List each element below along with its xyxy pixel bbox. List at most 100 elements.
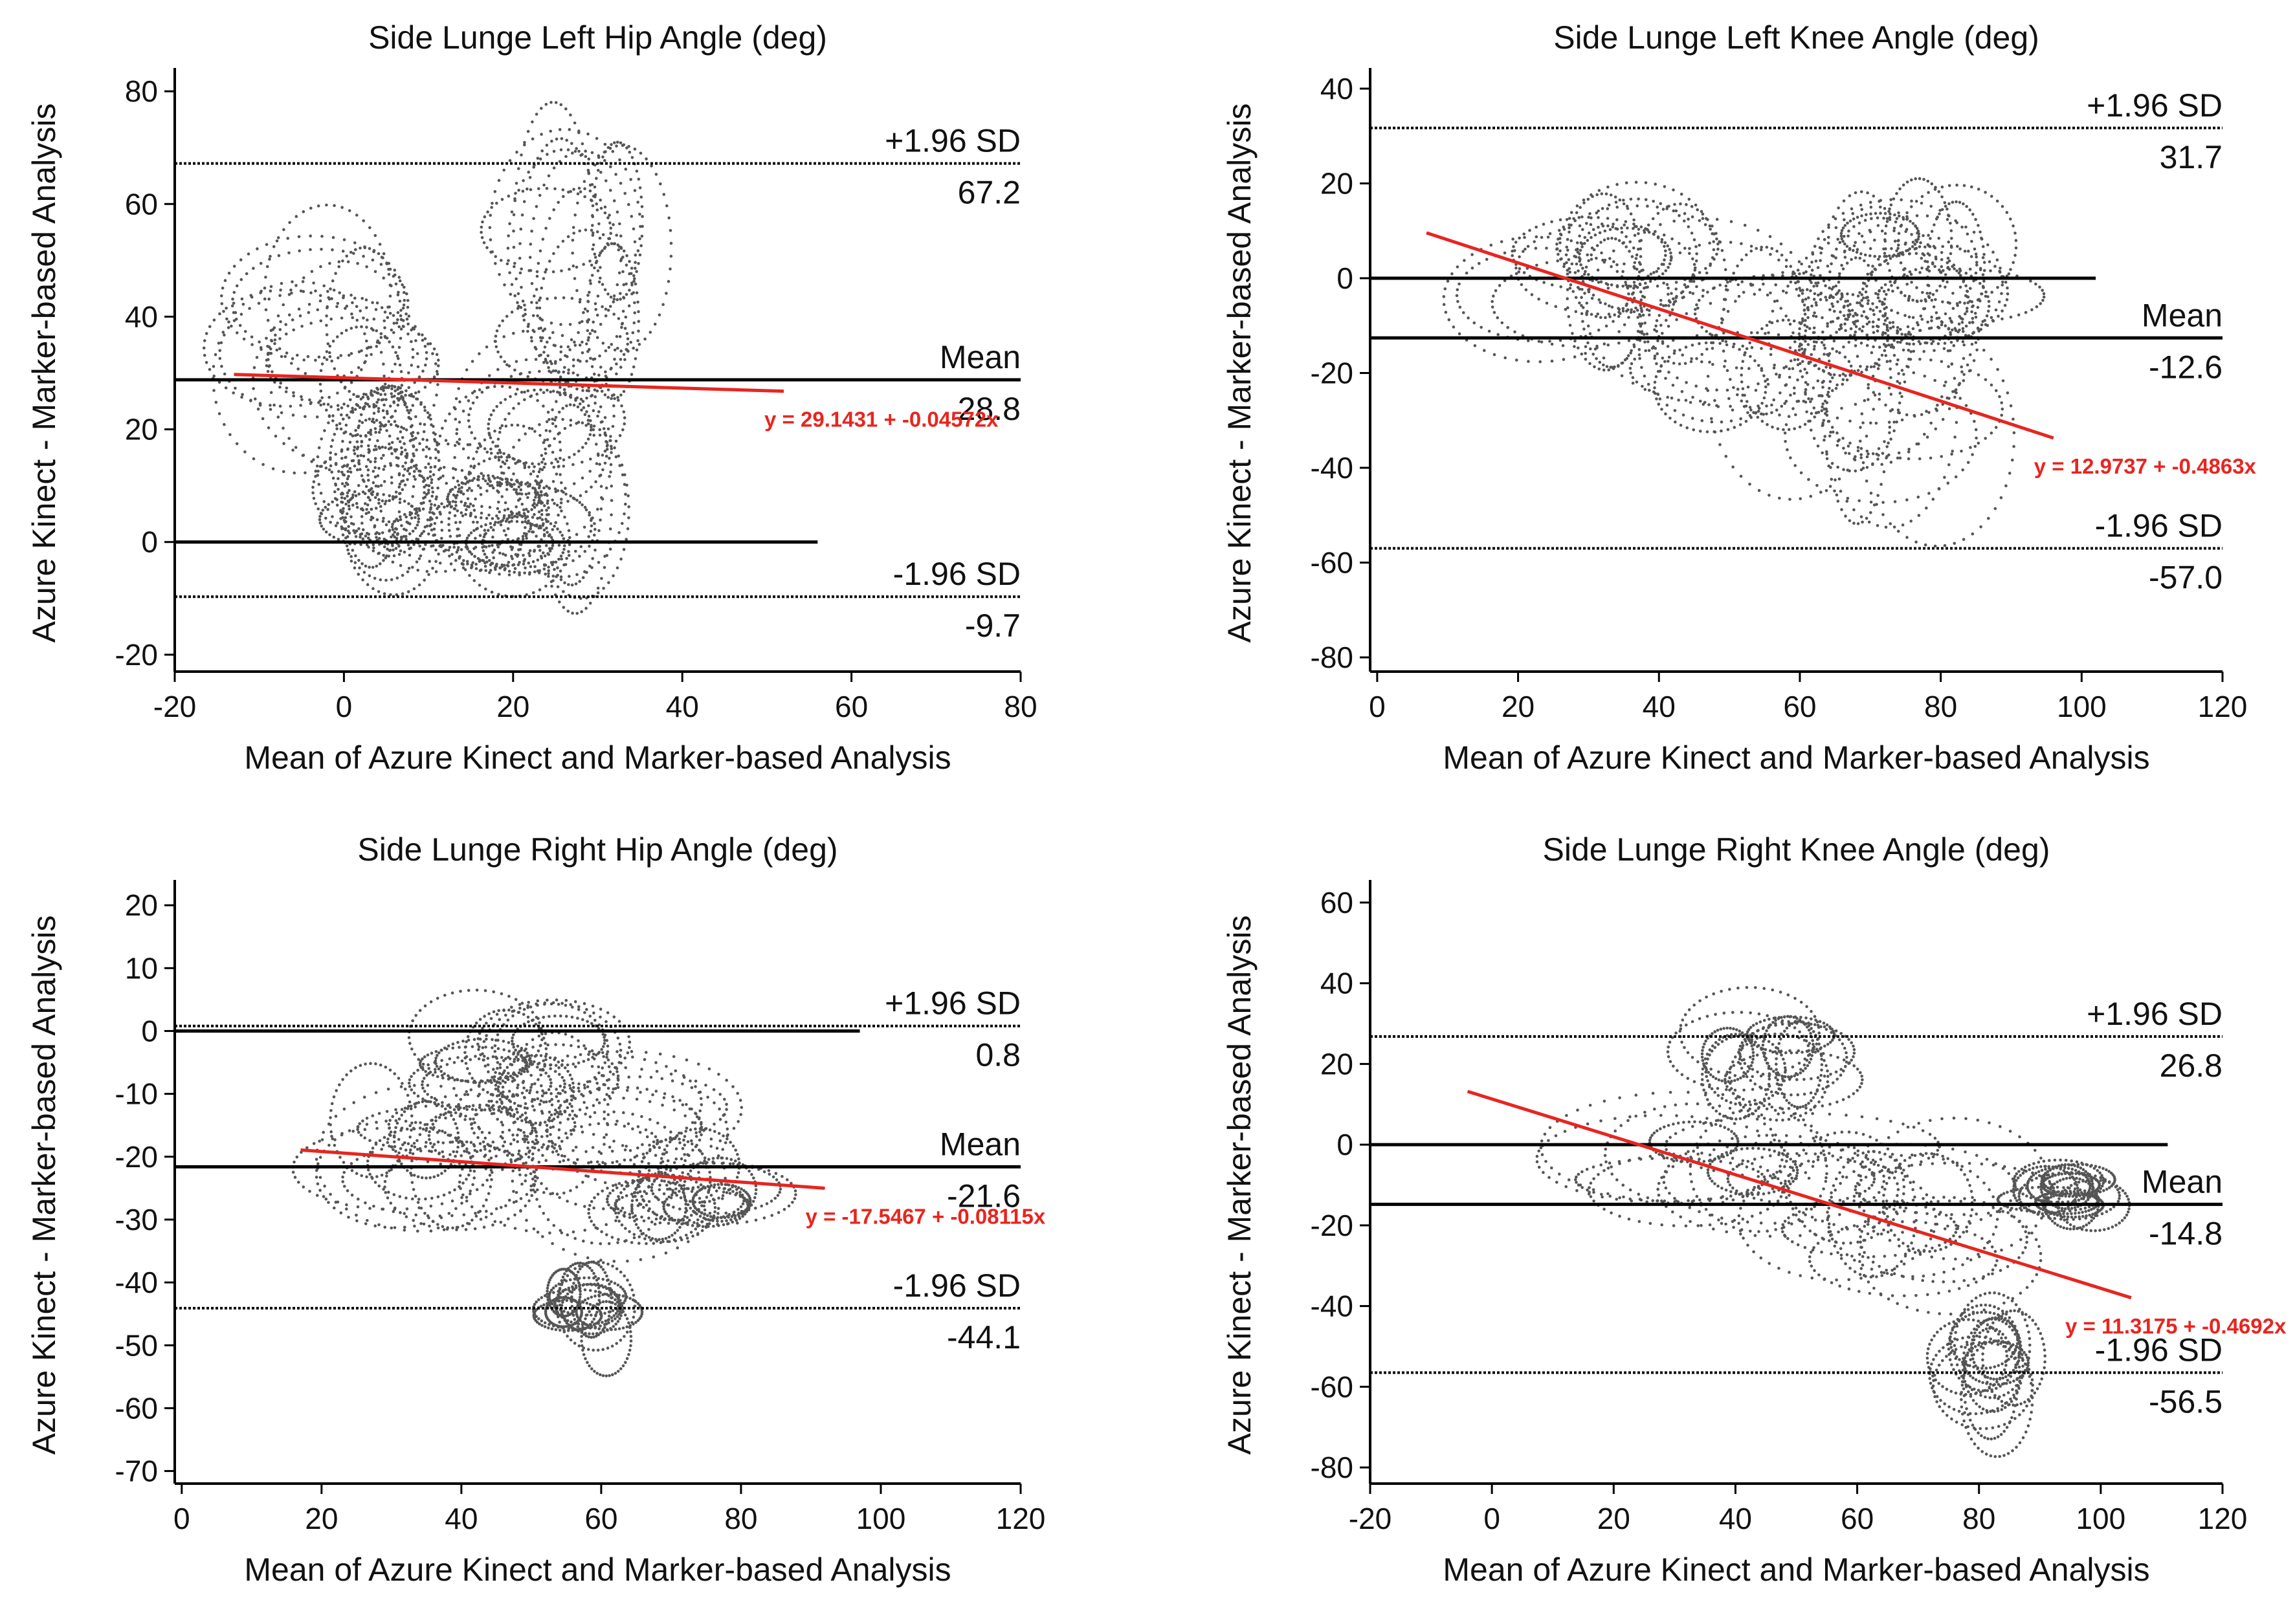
data-point bbox=[559, 323, 562, 326]
data-point bbox=[587, 404, 590, 408]
data-point bbox=[599, 485, 603, 488]
data-point bbox=[394, 527, 397, 531]
data-point bbox=[590, 524, 593, 528]
data-point bbox=[1580, 312, 1584, 316]
data-point bbox=[1564, 253, 1568, 257]
data-point bbox=[1478, 261, 1481, 265]
data-point bbox=[555, 472, 559, 476]
data-point bbox=[557, 513, 560, 517]
data-point bbox=[1819, 259, 1822, 263]
data-point bbox=[1569, 283, 1573, 287]
data-point bbox=[608, 305, 612, 308]
data-point bbox=[553, 487, 557, 490]
data-point bbox=[562, 388, 566, 391]
data-point bbox=[1824, 366, 1828, 369]
data-point bbox=[482, 477, 485, 481]
data-point bbox=[310, 460, 313, 463]
data-point bbox=[1848, 419, 1852, 423]
data-point bbox=[232, 265, 236, 268]
data-point bbox=[1768, 494, 1771, 497]
upper-loa-label: +1.96 SD bbox=[885, 123, 1021, 159]
data-point bbox=[1639, 255, 1643, 258]
data-point bbox=[1814, 411, 1818, 415]
data-point bbox=[1706, 218, 1709, 221]
data-point bbox=[376, 388, 380, 391]
data-point bbox=[325, 324, 328, 327]
data-point bbox=[520, 492, 524, 496]
data-point bbox=[370, 507, 373, 511]
data-point bbox=[265, 364, 269, 368]
data-point bbox=[591, 204, 595, 208]
data-point bbox=[411, 356, 415, 359]
data-point bbox=[1597, 328, 1601, 332]
data-point bbox=[428, 470, 432, 474]
data-point bbox=[536, 516, 539, 520]
data-point bbox=[461, 514, 465, 518]
data-point bbox=[414, 512, 417, 515]
data-point bbox=[516, 492, 519, 496]
data-point bbox=[1691, 344, 1694, 347]
data-point bbox=[619, 557, 623, 561]
data-point bbox=[545, 513, 549, 516]
data-point bbox=[623, 483, 626, 486]
data-point bbox=[382, 558, 385, 562]
data-point bbox=[1694, 245, 1698, 248]
data-point bbox=[632, 291, 636, 294]
data-point bbox=[324, 505, 327, 509]
y-tick-label: 60 bbox=[125, 187, 158, 221]
data-point bbox=[1887, 254, 1891, 258]
data-point bbox=[421, 480, 425, 483]
data-point bbox=[503, 509, 507, 512]
data-point bbox=[423, 409, 427, 412]
data-point bbox=[362, 316, 365, 320]
data-point bbox=[1777, 258, 1780, 262]
data-point bbox=[278, 294, 282, 298]
data-point bbox=[558, 431, 561, 435]
data-point bbox=[1584, 270, 1587, 273]
data-point bbox=[466, 480, 469, 483]
data-point bbox=[546, 520, 549, 523]
data-point bbox=[1821, 369, 1825, 372]
data-point bbox=[546, 297, 549, 301]
data-point bbox=[591, 231, 595, 235]
data-point bbox=[544, 268, 548, 271]
data-point bbox=[1627, 316, 1630, 319]
data-point bbox=[1898, 456, 1902, 460]
data-point bbox=[224, 386, 228, 390]
data-point bbox=[1712, 287, 1715, 291]
data-point bbox=[603, 416, 607, 419]
data-point bbox=[364, 564, 368, 568]
data-point bbox=[1590, 258, 1593, 261]
data-point bbox=[469, 514, 472, 518]
data-point bbox=[417, 469, 421, 473]
data-point bbox=[355, 505, 359, 509]
data-point bbox=[1729, 280, 1732, 283]
data-point bbox=[580, 610, 583, 613]
data-point bbox=[1962, 538, 1966, 541]
data-point bbox=[535, 534, 538, 538]
data-point bbox=[420, 532, 424, 535]
data-point bbox=[1803, 324, 1806, 327]
data-point bbox=[1687, 217, 1690, 221]
data-point bbox=[401, 396, 405, 399]
data-point bbox=[371, 301, 374, 305]
data-point bbox=[533, 465, 536, 468]
data-point bbox=[1559, 258, 1562, 261]
x-tick-label: 80 bbox=[1004, 690, 1037, 723]
data-point bbox=[1648, 313, 1651, 317]
data-point bbox=[1775, 373, 1778, 376]
data-point bbox=[629, 178, 632, 181]
data-point bbox=[311, 491, 315, 494]
data-point bbox=[379, 484, 383, 487]
data-point bbox=[2005, 211, 2009, 214]
data-point bbox=[523, 143, 526, 147]
data-point bbox=[357, 558, 360, 562]
data-point bbox=[431, 490, 435, 494]
data-point bbox=[1908, 342, 1911, 346]
data-point bbox=[1736, 264, 1739, 268]
data-point bbox=[412, 454, 416, 457]
data-point bbox=[481, 220, 484, 224]
data-point bbox=[327, 503, 331, 506]
data-point bbox=[401, 479, 405, 483]
data-point bbox=[1576, 286, 1580, 289]
